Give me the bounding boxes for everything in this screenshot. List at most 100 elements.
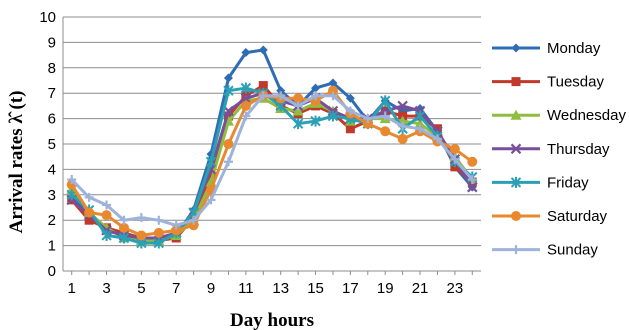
data-point-monday (241, 48, 251, 58)
legend-item-sunday: Sunday (492, 242, 598, 259)
y-tick-label: 2 (48, 212, 56, 229)
data-point-saturday (467, 156, 478, 167)
data-point-sunday (241, 111, 251, 121)
x-tick-label: 5 (137, 280, 145, 297)
data-point-saturday (293, 93, 304, 104)
series-sunday (67, 91, 477, 230)
data-point-saturday (397, 133, 408, 144)
x-tick-label: 9 (207, 280, 215, 297)
data-point-sunday (398, 121, 408, 131)
legend-marker (511, 77, 521, 87)
data-point-sunday (189, 215, 199, 225)
data-point-thursday (397, 100, 408, 112)
data-point-saturday (136, 230, 147, 241)
legend-label: Monday (547, 40, 601, 57)
data-point-sunday (154, 215, 164, 225)
y-tick-label: 3 (48, 187, 56, 204)
data-point-friday (380, 95, 391, 107)
data-point-friday (310, 115, 321, 127)
data-point-sunday (293, 101, 303, 111)
data-point-sunday (258, 91, 268, 101)
legend-item-thursday: Thursday (492, 141, 610, 158)
y-tick-label: 7 (48, 85, 56, 102)
data-point-sunday (328, 91, 338, 101)
series-line-saturday (70, 89, 474, 237)
data-point-friday (223, 85, 234, 97)
data-point-sunday (67, 175, 77, 185)
x-tick-label: 3 (102, 280, 110, 297)
legend-item-wednesday: Wednesday (492, 107, 626, 124)
data-point-friday (101, 229, 112, 241)
data-point-saturday (101, 210, 112, 221)
data-point-sunday (223, 157, 233, 167)
data-point-saturday (171, 225, 182, 236)
data-point-sunday (345, 106, 355, 116)
data-point-sunday (450, 154, 460, 164)
data-point-monday (223, 73, 233, 83)
legend: Monday Tuesday Wednesday Thursday Friday Satu… (492, 40, 626, 259)
legend-marker (510, 176, 522, 188)
data-point-sunday (119, 215, 129, 225)
data-point-friday (292, 118, 304, 130)
data-point-saturday (84, 207, 95, 218)
data-point-friday (205, 156, 217, 168)
data-point-sunday (171, 220, 181, 230)
x-tick-label: 1 (68, 280, 76, 297)
legend-marker (511, 245, 521, 255)
legend-marker (510, 109, 522, 120)
y-tick-label: 0 (48, 263, 56, 280)
x-tick-label: 7 (172, 280, 180, 297)
data-point-friday (118, 232, 130, 244)
data-point-sunday (136, 213, 146, 223)
data-point-monday (258, 45, 268, 55)
data-point-friday (414, 110, 426, 122)
y-tick-label: 1 (48, 238, 56, 255)
series-layer (66, 45, 478, 249)
legend-label: Sunday (547, 242, 598, 259)
x-axis-title: Day hours (230, 310, 314, 330)
data-point-tuesday (432, 124, 442, 134)
y-tick-label: 6 (48, 111, 56, 128)
data-point-tuesday (84, 215, 94, 225)
data-point-thursday (240, 93, 252, 104)
data-point-tuesday (206, 169, 216, 179)
data-point-sunday (102, 200, 112, 210)
data-point-thursday (467, 181, 478, 193)
x-tick-label: 21 (412, 280, 429, 297)
data-point-saturday (188, 220, 199, 231)
data-point-sunday (363, 114, 373, 124)
y-tick-label: 10 (39, 9, 56, 26)
legend-label: Tuesday (547, 74, 604, 91)
x-tick-label: 23 (447, 280, 464, 297)
data-point-friday (240, 82, 252, 94)
data-point-sunday (415, 124, 425, 134)
data-point-sunday (276, 91, 286, 101)
data-point-wednesday (292, 105, 304, 116)
data-point-saturday (449, 144, 460, 155)
y-tick-label: 9 (48, 34, 56, 51)
data-point-monday (328, 78, 338, 88)
legend-marker (510, 143, 522, 155)
legend-label: Saturday (547, 208, 608, 225)
legend-label: Wednesday (547, 107, 626, 124)
legend-marker (511, 211, 521, 221)
data-point-saturday (118, 222, 129, 233)
legend-item-tuesday: Tuesday (492, 74, 604, 91)
data-point-saturday (380, 126, 391, 137)
data-point-tuesday (258, 81, 268, 91)
data-point-sunday (311, 91, 321, 101)
data-point-sunday (380, 111, 390, 121)
data-point-monday (345, 93, 355, 103)
legend-item-saturday: Saturday (492, 208, 608, 225)
data-point-saturday (240, 100, 251, 111)
legend-item-friday: Friday (492, 174, 589, 191)
data-point-monday (276, 86, 286, 96)
legend-label: Friday (547, 174, 589, 191)
data-point-wednesday (414, 118, 426, 129)
data-point-sunday (432, 134, 442, 144)
x-tick-label: 11 (238, 280, 254, 297)
data-point-tuesday (345, 124, 355, 134)
x-tick-label: 13 (272, 280, 289, 297)
